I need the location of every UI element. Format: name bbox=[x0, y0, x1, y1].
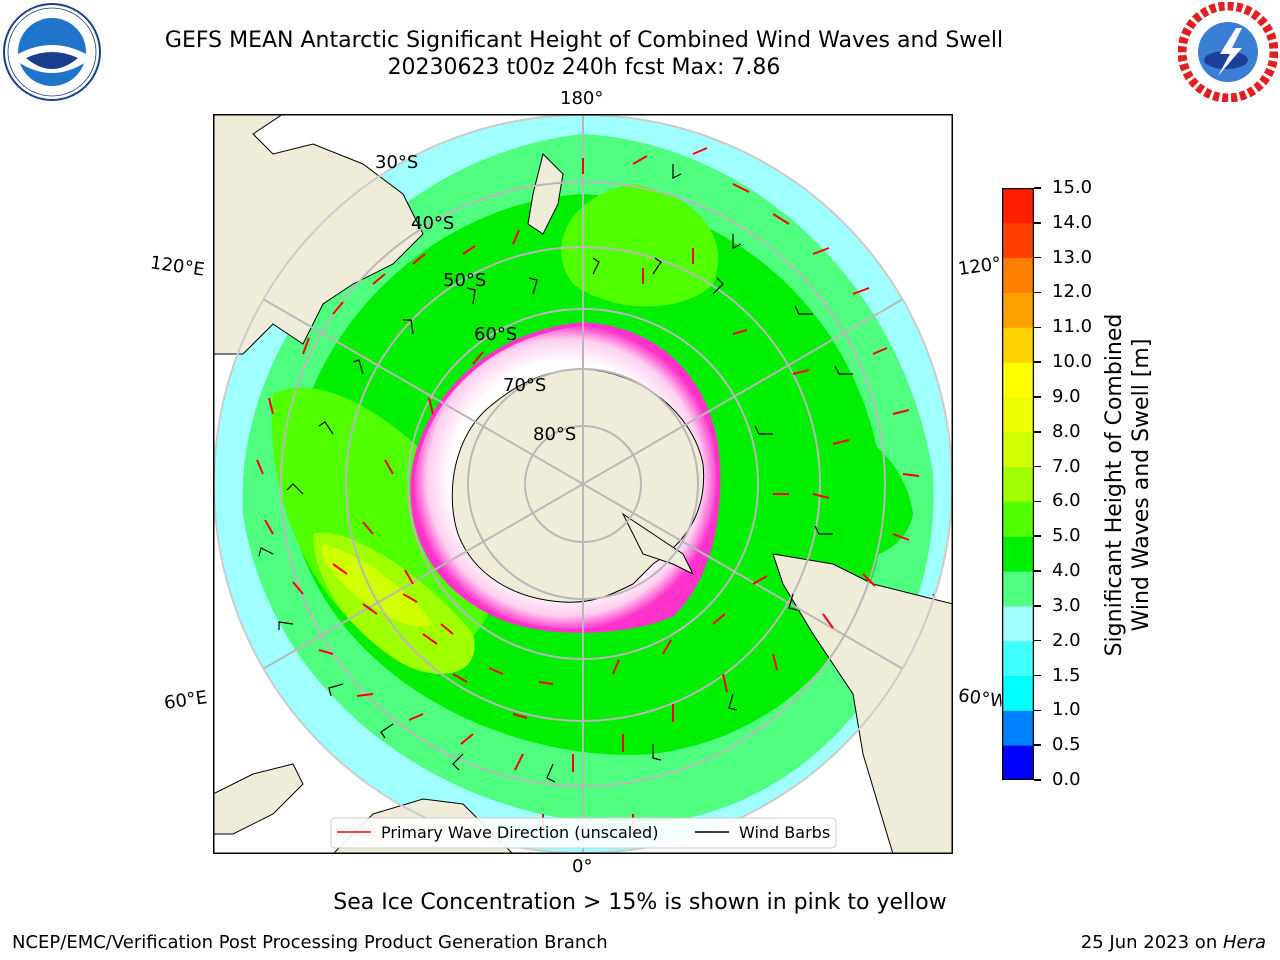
footer-date-text: 25 Jun 2023 on bbox=[1080, 932, 1223, 953]
colorbar-tick-mark bbox=[1034, 326, 1041, 329]
chart-title: GEFS MEAN Antarctic Significant Height o… bbox=[164, 28, 1004, 53]
colorbar-segment bbox=[1002, 501, 1034, 537]
colorbar-segment bbox=[1002, 396, 1034, 433]
colorbar-segment bbox=[1002, 571, 1034, 607]
colorbar-segment bbox=[1002, 466, 1034, 502]
colorbar-tick-label: 13.0 bbox=[1052, 246, 1093, 268]
colorbar-tick-label: 8.0 bbox=[1052, 420, 1081, 442]
colorbar-tick-mark bbox=[1034, 674, 1041, 677]
lat-labels: 30°S 40°S 50°S 60°S 70°S 80°S bbox=[375, 152, 576, 445]
colorbar-tick-label: 3.0 bbox=[1052, 594, 1081, 616]
colorbar-tick-label: 10.0 bbox=[1052, 351, 1093, 373]
colorbar-tick-mark bbox=[1034, 291, 1041, 294]
colorbar-tick-label: 14.0 bbox=[1052, 211, 1093, 233]
colorbar-tick-mark bbox=[1034, 187, 1041, 189]
lat-label-70s: 70°S bbox=[503, 375, 546, 396]
colorbar-tick-mark bbox=[1034, 605, 1041, 607]
chart-subtitle: 20230623 t00z 240h fcst Max: 7.86 bbox=[387, 55, 781, 80]
colorbar-segment bbox=[1002, 257, 1034, 293]
colorbar-tick-mark bbox=[1034, 535, 1041, 537]
colorbar-tick-label: 1.0 bbox=[1052, 699, 1081, 721]
colorbar-tick-label: 2.0 bbox=[1052, 629, 1081, 651]
colorbar-segment bbox=[1002, 710, 1034, 746]
footer-host: Hera bbox=[1222, 932, 1266, 953]
colorbar-segment bbox=[1002, 675, 1034, 711]
colorbar bbox=[1002, 188, 1034, 780]
lon-label-120w: 120°W bbox=[956, 253, 1004, 280]
colorbar-segment bbox=[1002, 362, 1034, 398]
colorbar-tick-label: 6.0 bbox=[1052, 490, 1081, 512]
colorbar-segment bbox=[1002, 605, 1034, 642]
lon-label-60e: 60°E bbox=[162, 687, 209, 714]
noaa-logo-icon bbox=[3, 3, 101, 101]
colorbar-label-line1: Significant Height of Combined bbox=[1102, 313, 1127, 657]
colorbar-tick-mark bbox=[1034, 431, 1041, 433]
colorbar-tick-label: 7.0 bbox=[1052, 455, 1081, 477]
colorbar-tick-label: 0.5 bbox=[1052, 734, 1081, 756]
colorbar-segment bbox=[1002, 222, 1034, 259]
colorbar-tick-mark bbox=[1034, 222, 1041, 224]
colorbar-segment bbox=[1002, 431, 1034, 468]
colorbar-tick-label: 15.0 bbox=[1052, 177, 1093, 198]
colorbar-tick-mark bbox=[1034, 396, 1041, 398]
map-legend: Primary Wave Direction (unscaled) Wind B… bbox=[330, 817, 837, 849]
polar-map: 30°S 40°S 50°S 60°S 70°S 80°S Primary Wa… bbox=[213, 114, 953, 854]
footer-date: 25 Jun 2023 on Hera bbox=[1081, 932, 1266, 953]
colorbar-tick-mark bbox=[1034, 709, 1041, 712]
nws-logo-icon bbox=[1178, 2, 1278, 102]
colorbar-tick-label: 4.0 bbox=[1052, 560, 1081, 582]
lon-label-60w: 60°W bbox=[956, 685, 1004, 712]
colorbar-segment bbox=[1002, 327, 1034, 363]
wind-barbs bbox=[258, 164, 853, 783]
colorbar-tick-mark bbox=[1034, 500, 1041, 503]
colorbar-label-line2: Wind Waves and Swell [m] bbox=[1129, 338, 1154, 632]
colorbar-segment bbox=[1002, 536, 1034, 572]
wave-arrows bbox=[256, 147, 942, 850]
lon-label-180: 180° bbox=[560, 88, 604, 109]
lon-label-0: 0° bbox=[572, 856, 593, 877]
colorbar-tick-label: 12.0 bbox=[1052, 281, 1093, 303]
colorbar-tick-mark bbox=[1034, 361, 1041, 363]
colorbar-tick-mark bbox=[1034, 256, 1041, 259]
lat-label-80s: 80°S bbox=[533, 424, 576, 445]
colorbar-tick-label: 0.0 bbox=[1052, 769, 1081, 790]
colorbar-tick-label: 11.0 bbox=[1052, 316, 1093, 338]
sea-ice-caption: Sea Ice Concentration > 15% is shown in … bbox=[333, 890, 947, 915]
legend-wave-direction: Primary Wave Direction (unscaled) bbox=[381, 823, 658, 842]
colorbar-segment bbox=[1002, 188, 1034, 224]
colorbar-tick-label: 9.0 bbox=[1052, 385, 1081, 407]
lat-label-60s: 60°S bbox=[474, 324, 517, 345]
lon-label-120e: 120°E bbox=[148, 252, 206, 281]
colorbar-tick-mark bbox=[1034, 639, 1041, 642]
colorbar-segment bbox=[1002, 292, 1034, 328]
lat-label-40s: 40°S bbox=[411, 213, 454, 234]
colorbar-segment bbox=[1002, 745, 1034, 780]
footer-branch: NCEP/EMC/Verification Post Processing Pr… bbox=[12, 932, 608, 953]
legend-wind-barbs: Wind Barbs bbox=[739, 823, 830, 842]
colorbar-tick-mark bbox=[1034, 465, 1041, 468]
colorbar-tick-mark bbox=[1034, 744, 1041, 746]
colorbar-tick-mark bbox=[1034, 779, 1041, 781]
lat-label-50s: 50°S bbox=[443, 270, 486, 291]
colorbar-tick-label: 1.5 bbox=[1052, 664, 1081, 686]
colorbar-tick-mark bbox=[1034, 570, 1041, 572]
colorbar-label: Significant Height of Combined Wind Wave… bbox=[1101, 185, 1155, 785]
lat-label-30s: 30°S bbox=[375, 152, 418, 173]
colorbar-segment bbox=[1002, 640, 1034, 677]
colorbar-tick-label: 5.0 bbox=[1052, 525, 1081, 547]
